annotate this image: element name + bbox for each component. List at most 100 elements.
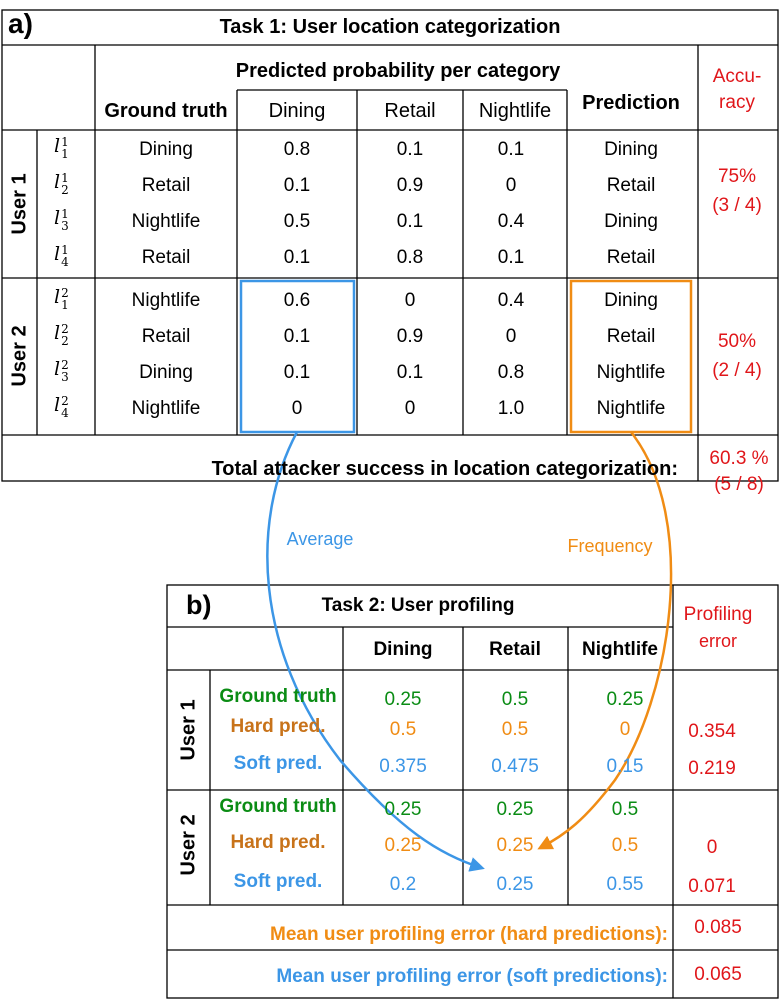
user-2-accuracy-pct: 50% — [717, 331, 757, 352]
profile-value-cell: 0.5 — [611, 799, 639, 820]
profile-value-cell: 0.375 — [379, 756, 427, 777]
prediction-header: Prediction — [582, 92, 680, 114]
probability-cell: 0.1 — [283, 326, 311, 347]
predicted-header: Predicted probability per category — [235, 60, 561, 82]
location-user-index: 1 — [61, 135, 69, 149]
probability-cell: 0.1 — [283, 362, 311, 383]
ground-truth-cell: Nightlife — [131, 290, 201, 311]
user-1-accuracy-pct: 75% — [717, 166, 757, 187]
location-letter: l — [54, 171, 61, 194]
frequency-label: Frequency — [567, 536, 653, 556]
probability-cell: 0 — [291, 398, 303, 419]
prediction-cell: Retail — [606, 247, 656, 268]
probability-cell: 0.1 — [396, 139, 424, 160]
ground-truth-cell: Nightlife — [131, 211, 201, 232]
profiling-error-header-2: error — [698, 631, 738, 651]
profiling-error-cell: 0.071 — [688, 876, 736, 897]
probability-cell: 1.0 — [497, 398, 525, 419]
location-letter: l — [54, 286, 61, 309]
profile-value-cell: 0 — [619, 719, 631, 740]
ground-truth-header: Ground truth — [104, 100, 228, 122]
probability-cell: 0 — [505, 326, 517, 347]
location-letter: l — [54, 394, 61, 417]
location-index: 4 — [61, 255, 69, 269]
location-user-index: 2 — [61, 394, 69, 408]
probability-cell: 0.9 — [396, 326, 424, 347]
location-user-index: 1 — [61, 171, 69, 185]
ground-truth-cell: Dining — [139, 139, 193, 160]
panel-b-letter: b) — [186, 590, 212, 620]
location-letter: l — [54, 243, 61, 266]
total-success-frac: (5 / 8) — [714, 474, 764, 495]
probability-cell: 0.8 — [283, 139, 311, 160]
profile-row-name: Ground truth — [219, 796, 337, 817]
location-index: 1 — [61, 298, 69, 312]
average-arrow — [266, 431, 485, 872]
profiling-error-cell: 0.219 — [688, 758, 736, 779]
ground-truth-cell: Retail — [141, 175, 191, 196]
probability-cell: 0 — [404, 398, 416, 419]
task2-user-2-label: User 2 — [177, 814, 200, 876]
accuracy-header-2: racy — [719, 92, 755, 113]
probability-cell: 0 — [404, 290, 416, 311]
location-user-index: 1 — [61, 243, 69, 257]
probability-cell: 0.1 — [283, 247, 311, 268]
user-1-accuracy-frac: (3 / 4) — [712, 195, 762, 216]
mean-soft-label: Mean user profiling error (soft predicti… — [276, 966, 668, 987]
average-highlight-box — [239, 279, 356, 434]
category-header-dining: Dining — [268, 100, 326, 122]
frequency-arrow — [537, 431, 673, 850]
location-letter: l — [54, 358, 61, 381]
probability-cell: 0.1 — [497, 247, 525, 268]
prediction-cell: Dining — [604, 211, 658, 232]
probability-cell: 0.4 — [497, 211, 525, 232]
ground-truth-cell: Dining — [139, 362, 193, 383]
location-letter: l — [54, 135, 61, 158]
location-user-index: 2 — [61, 322, 69, 336]
profile-value-cell: 0.5 — [501, 689, 529, 710]
prediction-cell: Retail — [606, 175, 656, 196]
profile-value-cell: 0.25 — [384, 799, 422, 820]
location-index: 1 — [61, 147, 69, 161]
profile-value-cell: 0.5 — [389, 719, 417, 740]
mean-hard-value: 0.085 — [694, 917, 742, 938]
profile-value-cell: 0.5 — [501, 719, 529, 740]
prediction-cell: Dining — [604, 290, 658, 311]
probability-cell: 0.4 — [497, 290, 525, 311]
location-index: 2 — [61, 334, 69, 348]
location-index: 4 — [61, 406, 69, 420]
profile-value-cell: 0.25 — [496, 835, 534, 856]
location-letter: l — [54, 207, 61, 230]
task2-header-nightlife: Nightlife — [582, 639, 658, 660]
prediction-cell: Dining — [604, 139, 658, 160]
profile-value-cell: 0.25 — [606, 689, 644, 710]
location-index: 3 — [61, 370, 69, 384]
task2-user-1-label: User 1 — [177, 699, 200, 761]
profile-row-name: Ground truth — [219, 686, 337, 707]
location-user-index: 2 — [61, 286, 69, 300]
profiling-error-cell: 0 — [706, 837, 718, 858]
task2-title: Task 2: User profiling — [321, 595, 515, 616]
probability-cell: 0 — [505, 175, 517, 196]
prediction-cell: Retail — [606, 326, 656, 347]
prediction-cell: Nightlife — [596, 362, 666, 383]
user-1-label: User 1 — [8, 173, 31, 235]
profile-value-cell: 0.55 — [606, 874, 644, 895]
location-letter: l — [54, 322, 61, 345]
total-success-pct: 60.3 % — [709, 448, 769, 469]
probability-cell: 0.6 — [283, 290, 311, 311]
profile-row-name: Hard pred. — [230, 716, 326, 737]
mean-hard-label: Mean user profiling error (hard predicti… — [270, 924, 668, 945]
